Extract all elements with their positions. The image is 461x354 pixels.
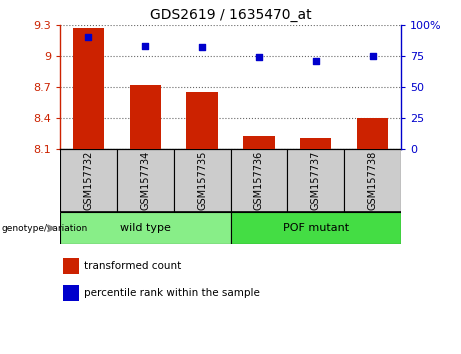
Point	[198, 44, 206, 50]
Bar	[344, 149, 401, 212]
Bar	[60, 149, 117, 212]
Text: GSM157736: GSM157736	[254, 151, 264, 210]
Text: GSM157737: GSM157737	[311, 151, 321, 210]
Bar	[130, 85, 161, 149]
Text: wild type: wild type	[120, 223, 171, 233]
Bar	[117, 149, 174, 212]
Bar	[73, 28, 104, 149]
Bar	[63, 258, 79, 274]
Bar	[230, 149, 287, 212]
Bar	[300, 138, 331, 149]
Bar	[60, 212, 230, 244]
Text: GSM157734: GSM157734	[140, 151, 150, 210]
Bar	[174, 149, 230, 212]
Point	[85, 34, 92, 40]
Text: GSM157735: GSM157735	[197, 151, 207, 210]
Text: GSM157732: GSM157732	[83, 151, 94, 210]
Bar	[230, 212, 401, 244]
Point	[255, 54, 263, 60]
Text: POF mutant: POF mutant	[283, 223, 349, 233]
Point	[369, 53, 376, 58]
Title: GDS2619 / 1635470_at: GDS2619 / 1635470_at	[150, 8, 311, 22]
Bar	[63, 285, 79, 301]
Bar	[287, 149, 344, 212]
Text: genotype/variation: genotype/variation	[1, 224, 88, 233]
Text: percentile rank within the sample: percentile rank within the sample	[84, 288, 260, 298]
Bar	[243, 136, 275, 149]
Bar	[186, 92, 218, 149]
Bar	[357, 118, 388, 149]
Point	[142, 43, 149, 48]
Text: transformed count: transformed count	[84, 261, 181, 271]
Point	[312, 58, 319, 63]
Text: GSM157738: GSM157738	[367, 151, 378, 210]
